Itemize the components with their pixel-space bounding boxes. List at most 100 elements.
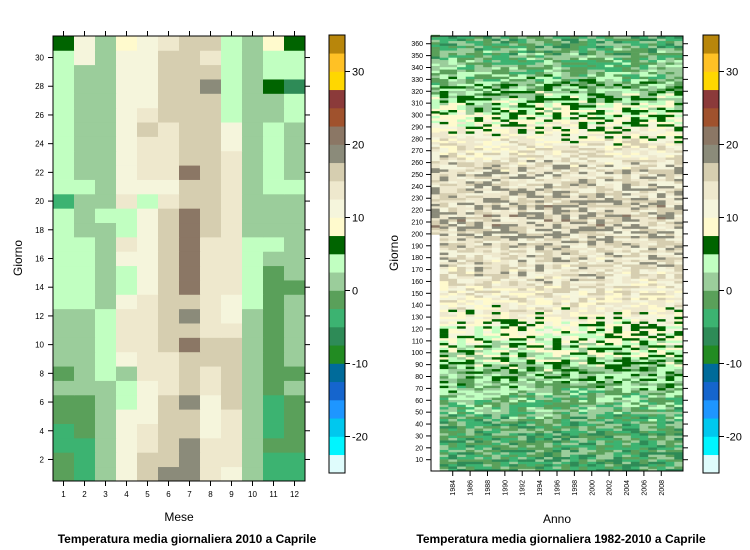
heatmap-cell-year1997-day295 [561, 119, 571, 122]
heatmap-cell-month12-day5 [284, 409, 306, 424]
heatmap-cell-year1988-day45 [483, 416, 493, 420]
heatmap-cell-year1991-day149 [509, 292, 519, 296]
heatmap-cell-year1994-day255 [535, 166, 545, 170]
heatmap-cell-year1992-day97 [517, 354, 527, 358]
heatmap-cell-year1995-day173 [543, 264, 553, 267]
heatmap-cell-year2004-day161 [622, 278, 632, 282]
heatmap-cell-year1987-day107 [474, 342, 484, 346]
heatmap-cell-year1996-day119 [552, 328, 562, 332]
heatmap-cell-month6-day4 [158, 423, 180, 439]
heatmap-cell-year1990-day105 [500, 345, 510, 348]
heatmap-cell-year2001-day269 [596, 150, 606, 153]
heatmap-cell-year1990-day289 [500, 126, 510, 130]
heatmap-cell-year2004-day307 [622, 104, 632, 108]
heatmap-cell-year1987-day43 [474, 418, 484, 422]
heatmap-cell-year1996-day17 [552, 449, 562, 453]
heatmap-cell-year1987-day5 [474, 463, 484, 467]
heatmap-cell-year1995-day333 [543, 74, 553, 77]
heatmap-cell-year1985-day207 [457, 223, 467, 227]
heatmap-cell-month2-day10 [74, 337, 96, 353]
heatmap-cell-year2000-day177 [587, 259, 597, 263]
heatmap-cell-month2-day20 [74, 193, 96, 209]
heatmap-cell-year2002-day181 [604, 254, 614, 258]
heatmap-cell-year1989-day275 [491, 142, 501, 146]
heatmap-cell-year1985-day199 [457, 233, 467, 236]
heatmap-cell-year2004-day73 [622, 383, 632, 386]
heatmap-cell-year1998-day277 [570, 140, 580, 144]
heatmap-cell-year2006-day81 [639, 373, 649, 377]
heatmap-cell-year1998-day211 [570, 219, 580, 222]
heatmap-cell-year2006-day165 [639, 273, 649, 277]
heatmap-cell-year2000-day275 [587, 142, 597, 146]
heatmap-cell-year1987-day161 [474, 278, 484, 282]
heatmap-cell-year1982-day230 [431, 196, 440, 200]
heatmap-cell-year2000-day315 [587, 95, 597, 99]
heatmap-cell-year1985-day211 [457, 219, 467, 222]
heatmap-cell-year1995-day351 [543, 52, 553, 56]
heatmap-cell-year1998-day213 [570, 216, 580, 220]
heatmap-cell-year1999-day363 [578, 38, 588, 42]
heatmap-cell-year2001-day203 [596, 228, 606, 232]
heatmap-cell-month10-day5 [242, 409, 264, 424]
heatmap-cell-year1993-day205 [526, 226, 536, 229]
heatmap-cell-year1990-day273 [500, 145, 510, 149]
heatmap-cell-year2001-day297 [596, 116, 606, 120]
heatmap-cell-year2001-day349 [596, 55, 606, 58]
heatmap-cell-year2006-day21 [639, 444, 649, 448]
heatmap-cell-year1990-day263 [500, 157, 510, 160]
heatmap-cell-month2-day4 [74, 423, 96, 439]
heatmap-cell-year1993-day47 [526, 413, 536, 417]
heatmap-cell-year1983-day151 [439, 290, 449, 294]
heatmap-cell-year1989-day279 [491, 138, 501, 141]
heatmap-cell-year2006-day299 [639, 114, 649, 118]
heatmap-cell-year1986-day239 [465, 185, 475, 189]
heatmap-cell-year2003-day223 [613, 204, 623, 208]
heatmap-cell-year1986-day303 [465, 109, 475, 113]
heatmap-cell-month11-day29 [263, 64, 285, 80]
heatmap-cell-year1984-day249 [448, 173, 458, 177]
heatmap-cell-year2006-day301 [639, 112, 649, 115]
heatmap-cell-month8-day21 [200, 179, 222, 195]
heatmap-cell-month10-day6 [242, 394, 264, 410]
heatmap-cell-month5-day20 [137, 193, 159, 209]
heatmap-cell-year2006-day167 [639, 271, 649, 275]
heatmap-cell-year2003-day341 [613, 64, 623, 68]
heatmap-cell-year1993-day347 [526, 57, 536, 61]
heatmap-cell-year2004-day351 [622, 52, 632, 56]
heatmap-cell-year2006-day71 [639, 385, 649, 389]
heatmap-cell-year1989-day361 [491, 40, 501, 44]
heatmap-cell-year1988-day43 [483, 418, 493, 422]
heatmap-cell-year1982-day344 [431, 60, 440, 64]
heatmap-cell-year2000-day83 [587, 371, 597, 374]
heatmap-cell-year2005-day173 [630, 264, 640, 267]
left-chart-title: Temperatura media giornaliera 2010 a Cap… [58, 532, 317, 546]
heatmap-cell-year2004-day279 [622, 138, 632, 141]
heatmap-cell-year1985-day35 [457, 428, 467, 431]
heatmap-cell-year1992-day137 [517, 306, 527, 310]
heatmap-cell-year1983-day67 [439, 390, 449, 393]
heatmap-cell-year1991-day217 [509, 211, 519, 215]
heatmap-cell-year1988-day165 [483, 273, 493, 277]
heatmap-cell-year2003-day233 [613, 192, 623, 196]
heatmap-cell-year1988-day89 [483, 364, 493, 367]
heatmap-cell-year1987-day199 [474, 233, 484, 236]
heatmap-cell-year1999-day329 [578, 78, 588, 82]
heatmap-cell-year2003-day287 [613, 128, 623, 132]
heatmap-cell-year1982-day338 [431, 68, 440, 71]
heatmap-cell-year1996-day151 [552, 290, 562, 294]
heatmap-cell-year1994-day353 [535, 50, 545, 53]
heatmap-cell-year1984-day233 [448, 192, 458, 196]
heatmap-cell-year1985-day265 [457, 154, 467, 158]
heatmap-cell-year1993-day55 [526, 404, 536, 408]
heatmap-cell-year1991-day113 [509, 335, 519, 339]
heatmap-cell-year1992-day71 [517, 385, 527, 389]
heatmap-cell-year2003-day157 [613, 283, 623, 286]
heatmap-cell-year1993-day9 [526, 459, 536, 462]
heatmap-cell-year1983-day307 [439, 104, 449, 108]
heatmap-cell-year1998-day337 [570, 69, 580, 72]
heatmap-cell-year1999-day17 [578, 449, 588, 453]
heatmap-cell-year1983-day11 [439, 456, 449, 460]
heatmap-cell-year1994-day153 [535, 287, 545, 291]
heatmap-cell-year1990-day339 [500, 66, 510, 70]
heatmap-cell-month4-day29 [116, 64, 138, 80]
